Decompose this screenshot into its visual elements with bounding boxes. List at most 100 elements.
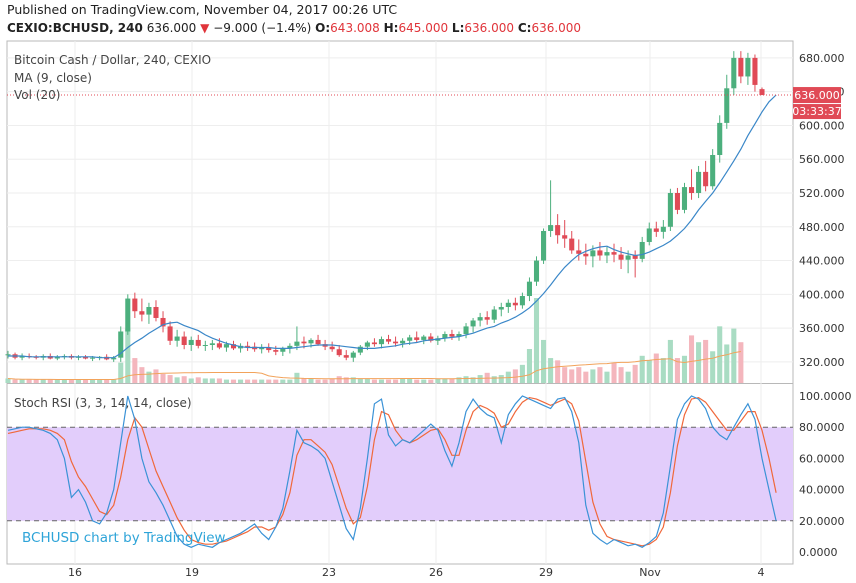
volume-bar <box>188 378 194 383</box>
candle-body <box>357 346 363 353</box>
stoch-tick-label: 80.0000 <box>799 421 845 434</box>
volume-bar <box>625 371 631 383</box>
stoch-tick-label: 60.0000 <box>799 452 845 465</box>
candle-body <box>125 298 131 332</box>
volume-bar <box>315 379 321 383</box>
candle-body <box>548 225 554 231</box>
volume-bar <box>33 379 39 383</box>
time-tick-label: 29 <box>539 566 553 579</box>
candle-body <box>618 254 624 260</box>
stoch-d-line <box>7 396 777 547</box>
legend-stoch: Stoch RSI (3, 3, 14, 14, close) <box>14 396 192 410</box>
volume-bars <box>5 298 744 383</box>
open-label: O: <box>315 21 331 35</box>
candle-body <box>132 298 138 312</box>
volume-bar <box>68 379 74 383</box>
candle-body <box>195 339 201 346</box>
volume-bar <box>259 379 265 383</box>
volume-bar <box>632 364 638 383</box>
candle-body <box>167 326 173 341</box>
candle-body <box>477 317 483 321</box>
candle-body <box>230 344 237 349</box>
volume-bar <box>414 379 420 383</box>
volume-bar <box>216 378 222 383</box>
volume-bar <box>724 344 730 383</box>
volume-bar <box>245 379 251 383</box>
volume-bar <box>160 373 166 383</box>
volume-bar <box>54 379 60 383</box>
price-change: −9.000 (−1.4%) <box>213 21 312 35</box>
candle-body <box>139 311 145 315</box>
candle-body <box>759 89 765 96</box>
price-tick-label: 360.000 <box>799 322 845 335</box>
candle-body <box>223 344 229 348</box>
candle-body <box>153 307 159 318</box>
candle-body <box>90 357 96 359</box>
legend-ma: MA (9, close) <box>14 71 92 85</box>
grid-lines <box>7 41 793 564</box>
volume-bar <box>639 355 645 383</box>
volume-bar <box>646 360 652 383</box>
legend-title: Bitcoin Cash / Dollar, 240, CEXIO <box>14 53 211 67</box>
candle-body <box>639 241 645 259</box>
volume-bar <box>569 369 575 383</box>
candle-body <box>414 337 420 340</box>
time-tick-label: 4 <box>758 566 765 579</box>
candle-body <box>724 88 730 123</box>
candle-body <box>385 339 392 342</box>
volume-bar <box>428 379 434 383</box>
candle-body <box>632 255 638 259</box>
volume-bar <box>75 379 82 383</box>
candle-body <box>463 326 469 335</box>
volume-bar <box>653 353 659 383</box>
volume-bar <box>167 375 173 383</box>
low-label: L: <box>451 21 465 35</box>
candle-body <box>216 343 222 348</box>
candle-body <box>329 346 335 350</box>
candles <box>5 51 765 362</box>
volume-bar <box>667 339 673 383</box>
volume-bar <box>470 377 476 383</box>
candle-body <box>378 339 385 345</box>
stoch-tick-label: 20.0000 <box>799 515 845 528</box>
chart-frame <box>6 40 794 565</box>
candle-body <box>287 345 293 349</box>
volume-bar <box>12 379 18 383</box>
volume-bar <box>364 378 370 383</box>
high-label: H: <box>383 21 399 35</box>
close-label: C: <box>517 21 532 35</box>
symbol-label: CEXIO:BCHUSD, 240 <box>7 21 143 35</box>
down-arrow-icon: ▼ <box>200 21 210 35</box>
candle-body <box>703 171 709 187</box>
candle-body <box>696 171 702 193</box>
candle-body <box>597 250 603 256</box>
volume-bar <box>562 367 568 383</box>
candle-body <box>301 341 307 344</box>
volume-bar <box>541 339 547 383</box>
volume-bar <box>132 358 138 383</box>
volume-bar <box>329 378 335 383</box>
candle-body <box>752 57 758 85</box>
candle-body <box>583 253 589 257</box>
candle-body <box>371 342 377 345</box>
candle-body <box>738 57 744 77</box>
volume-bar <box>378 379 385 383</box>
volume-bar <box>435 378 441 383</box>
volume-bar <box>449 378 455 383</box>
volume-bar <box>421 379 427 383</box>
volume-bar <box>681 355 688 383</box>
candle-body <box>498 307 504 310</box>
candle-body <box>259 347 265 350</box>
open-value: 643.008 <box>330 21 380 35</box>
candle-body <box>541 231 547 261</box>
candle-body <box>273 350 279 352</box>
volume-bar <box>407 378 413 383</box>
volume-bar <box>611 362 617 383</box>
candle-body <box>470 320 476 327</box>
candle-body <box>555 225 561 236</box>
candle-body <box>710 155 716 187</box>
volume-bar <box>526 349 532 383</box>
volume-bar <box>519 364 525 383</box>
last-price-tag-text: 636.000 <box>794 89 840 102</box>
